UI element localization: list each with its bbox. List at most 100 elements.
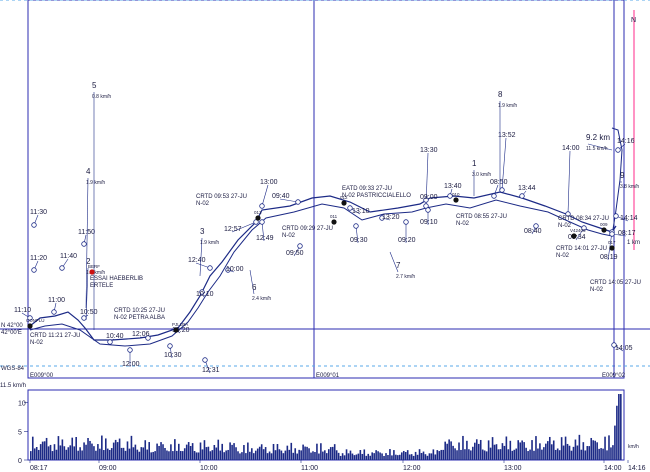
speed-bar xyxy=(156,443,158,460)
speed-bar xyxy=(195,452,198,460)
speed-bar xyxy=(213,444,216,460)
waypoint-label: CRTD 11:21 27-JU xyxy=(30,333,80,339)
speed-bar xyxy=(30,451,32,460)
time-point xyxy=(225,267,231,273)
speed-bar xyxy=(185,444,188,460)
time-point xyxy=(533,223,539,229)
speed-bar xyxy=(174,439,176,460)
speed-bar xyxy=(527,451,529,460)
time-label: 11:30 xyxy=(30,209,47,216)
waypoint-sub: N-02 PETRA ALBA xyxy=(114,315,165,321)
speed-bar xyxy=(460,449,462,460)
speed-bar xyxy=(258,446,261,460)
speed-bar xyxy=(99,448,101,460)
waypoint-dot xyxy=(89,269,95,275)
speed-bar xyxy=(160,442,162,460)
speed-bar xyxy=(600,448,602,460)
speed-bar xyxy=(241,452,243,460)
speed-bar xyxy=(77,450,79,460)
speed-bar xyxy=(428,453,431,460)
speed-bar xyxy=(393,450,395,460)
speed-bar xyxy=(513,449,516,460)
time-label: 10:50 xyxy=(80,309,98,316)
speed-bar xyxy=(95,450,97,460)
speed-bar xyxy=(134,444,137,460)
speed-bar xyxy=(126,441,129,460)
time-label: 11:40 xyxy=(60,253,77,260)
speed-bar xyxy=(335,450,338,460)
speed-bar xyxy=(426,455,429,460)
speed-bar xyxy=(152,451,154,460)
speed-bar xyxy=(539,443,541,460)
speed-bar xyxy=(341,453,344,460)
speed-bar xyxy=(450,441,452,460)
time-point xyxy=(127,347,133,353)
speed-bar xyxy=(142,447,145,460)
speed-x-label: 14:00 xyxy=(604,465,622,472)
speed-bar xyxy=(61,439,64,460)
speed-bar xyxy=(59,445,62,460)
speed-bar xyxy=(521,440,523,460)
km-number: 9 xyxy=(620,171,625,180)
speed-bar xyxy=(499,449,502,460)
speed-y-label: 0 xyxy=(18,458,22,465)
time-label: 11:20 xyxy=(30,255,47,262)
waypoint-id: CONFLU xyxy=(26,318,45,323)
waypoint-id: 012 xyxy=(340,195,348,200)
time-tick-line xyxy=(501,137,507,191)
speed-bar xyxy=(385,453,387,460)
speed-bar xyxy=(150,452,152,460)
speed-bar xyxy=(395,454,397,460)
time-label: 11:10 xyxy=(14,307,31,314)
speed-bar xyxy=(298,449,300,460)
speed-bar xyxy=(231,444,233,460)
time-point xyxy=(425,207,431,213)
km-speed: 1.9 km/h xyxy=(86,270,105,276)
speed-bar xyxy=(432,449,435,460)
speed-bar xyxy=(243,445,245,460)
speed-bar xyxy=(91,443,93,460)
time-label: 13:10 xyxy=(352,208,370,215)
speed-bar xyxy=(189,445,192,460)
speed-x-label: 09:00 xyxy=(99,465,117,472)
time-markers: 11:30 11:20 11:40 11:10 11:00 11:50 10:50 10:40… xyxy=(14,132,638,374)
speed-bar xyxy=(365,455,368,460)
track-path-return xyxy=(29,199,613,347)
speed-bar xyxy=(554,449,557,460)
waypoint-id: 010 xyxy=(452,192,460,197)
speed-bar xyxy=(89,440,91,460)
speed-bar xyxy=(229,442,231,460)
time-tick-line xyxy=(425,152,429,207)
speed-bar xyxy=(280,450,283,460)
speed-bar xyxy=(327,449,330,460)
time-point xyxy=(145,335,151,341)
km-speed: 3.0 km/h xyxy=(472,172,491,178)
speed-bar xyxy=(312,451,314,460)
speed-bar xyxy=(39,444,42,460)
waypoint-sub: N-02 xyxy=(282,233,296,239)
speed-bar xyxy=(306,446,308,460)
speed-bar xyxy=(176,450,178,460)
speed-bar xyxy=(414,451,417,460)
speed-bar xyxy=(245,453,247,460)
speed-ticks: 10 5 0 08:17 09:00 10:00 11:00 12:00 13:00 14:00 1… xyxy=(18,401,646,472)
speed-bar xyxy=(361,453,364,460)
speed-bar xyxy=(252,453,255,460)
time-label: 10:30 xyxy=(164,352,182,359)
speed-bar xyxy=(55,449,58,460)
speed-bar xyxy=(481,449,484,460)
speed-bar xyxy=(227,449,229,460)
speed-bar xyxy=(239,453,241,460)
speed-bar xyxy=(377,451,379,460)
speed-bar xyxy=(505,436,508,460)
speed-bar xyxy=(146,449,149,460)
speed-bar xyxy=(400,452,403,460)
speed-bar xyxy=(168,451,170,460)
speed-bar xyxy=(339,455,342,460)
speed-max-label: 11.5 km/h xyxy=(0,383,26,389)
waypoint-label: EATD 09:33 27-JU xyxy=(342,186,392,192)
speed-bar xyxy=(282,453,285,460)
speed-bar xyxy=(35,446,38,460)
waypoint-id: 013 xyxy=(254,210,262,215)
